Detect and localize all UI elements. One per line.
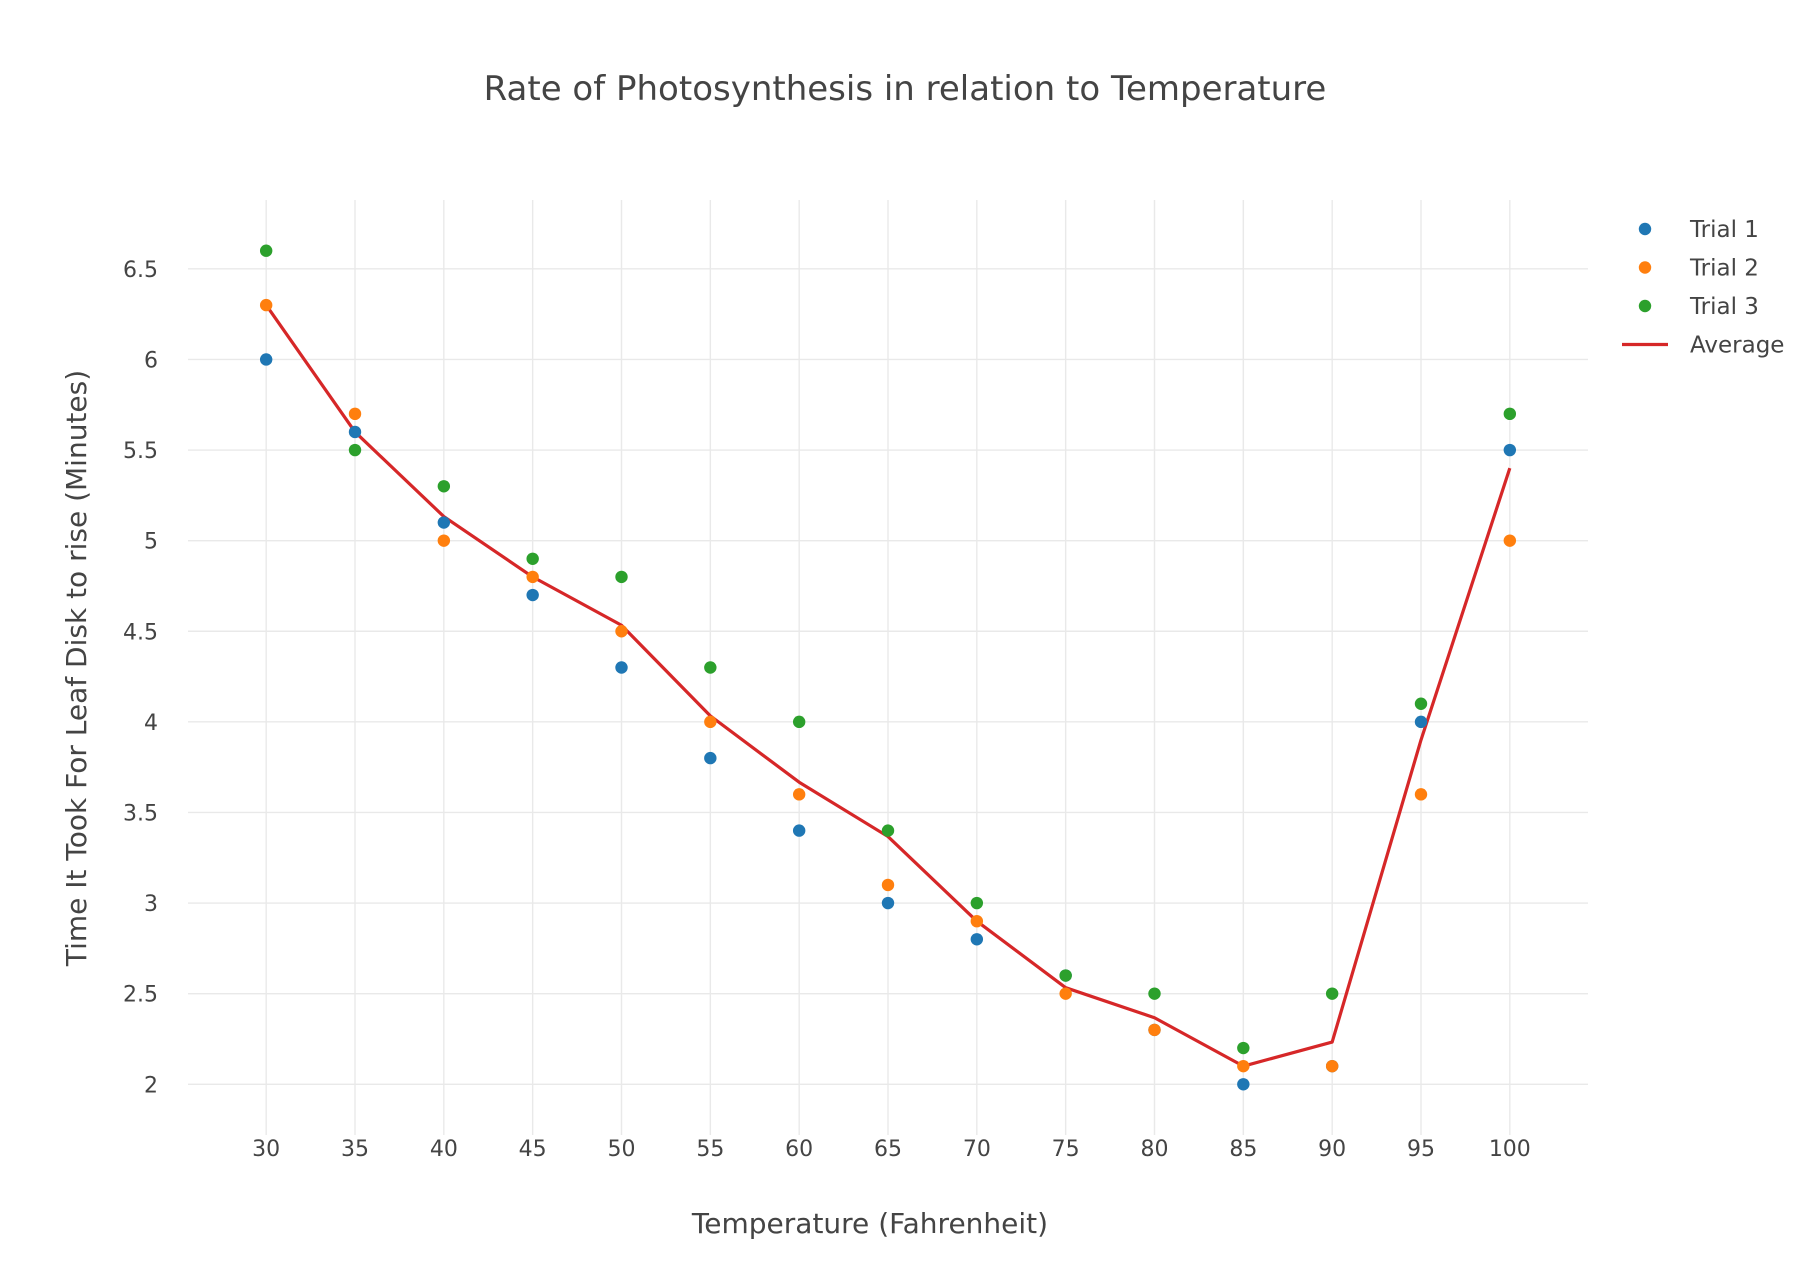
trial-1-point <box>792 824 806 837</box>
trial-3-point <box>1237 1041 1250 1055</box>
trial-2-point <box>970 914 984 928</box>
x-tick-label: 95 <box>1407 1137 1435 1162</box>
trial-2-point <box>1325 1059 1339 1073</box>
trial-3-point <box>792 715 806 729</box>
y-tick-label: 3.5 <box>123 801 158 826</box>
y-axis-title: Time It Took For Leaf Disk to rise (Minu… <box>60 370 93 967</box>
trial-3-point <box>1414 697 1428 710</box>
series-trial-3 <box>259 244 1517 1055</box>
trial-3-point <box>970 896 984 910</box>
legend-item-trial-2[interactable]: Trial 2 <box>1638 256 1759 282</box>
trial-2-point <box>1414 788 1428 801</box>
x-gridlines <box>265 200 1511 1135</box>
trial-3-point <box>1059 969 1072 982</box>
trial-2-point <box>1503 534 1517 547</box>
trial-3-point <box>526 552 539 565</box>
legend-label: Trial 3 <box>1689 294 1759 320</box>
legend-label: Trial 1 <box>1689 217 1759 243</box>
plot-area <box>259 244 1517 1091</box>
x-tick-label: 60 <box>785 1137 813 1162</box>
trial-2-point <box>1148 1023 1161 1037</box>
trial-1-point <box>259 353 273 366</box>
trial-3-point <box>437 480 451 493</box>
trial-1-point <box>348 425 362 439</box>
x-tick-label: 45 <box>519 1137 547 1162</box>
y-tick-label: 5.5 <box>123 439 158 464</box>
y-tick-labels: 2 2.5 3 3.5 4 4.5 5 5.5 6 6.5 <box>123 258 158 1098</box>
x-tick-labels: 30 35 40 45 50 55 60 65 70 75 80 85 90 95 100 <box>252 1137 1531 1162</box>
trial-2-point <box>792 788 806 801</box>
trial-1-point <box>615 661 628 674</box>
legend-label: Trial 2 <box>1689 256 1759 282</box>
trial-2-point <box>259 298 273 312</box>
x-tick-label: 75 <box>1052 1137 1080 1162</box>
x-tick-label: 85 <box>1229 1137 1257 1162</box>
legend-swatch <box>1638 261 1652 274</box>
legend-item-trial-3[interactable]: Trial 3 <box>1638 294 1759 320</box>
trial-1-point <box>881 896 895 910</box>
legend-swatch <box>1638 222 1652 236</box>
x-tick-label: 80 <box>1140 1137 1168 1162</box>
y-tick-label: 4.5 <box>123 620 158 645</box>
x-tick-label: 50 <box>608 1137 636 1162</box>
series-trial-2 <box>259 298 1517 1073</box>
legend-item-trial-1[interactable]: Trial 1 <box>1638 217 1759 243</box>
y-tick-label: 6 <box>144 348 158 373</box>
trial-2-point <box>1237 1059 1250 1073</box>
y-tick-label: 3 <box>144 892 158 917</box>
trial-2-point <box>437 534 451 547</box>
x-tick-label: 40 <box>430 1137 458 1162</box>
trial-3-point <box>259 244 273 257</box>
legend-item-average[interactable]: Average <box>1622 333 1784 359</box>
chart-title: Rate of Photosynthesis in relation to Te… <box>484 69 1327 109</box>
x-tick-label: 90 <box>1318 1137 1346 1162</box>
x-tick-label: 55 <box>696 1137 724 1162</box>
trial-2-point <box>704 715 717 729</box>
trial-1-point <box>970 933 984 946</box>
trial-3-point <box>704 661 717 674</box>
trial-3-point <box>881 824 895 837</box>
trial-3-point <box>1148 987 1161 1000</box>
y-tick-label: 4 <box>144 711 158 736</box>
trial-3-point <box>1325 987 1339 1000</box>
trial-2-point <box>526 570 539 584</box>
y-tick-label: 6.5 <box>123 258 158 283</box>
trial-3-point <box>615 570 628 584</box>
y-tick-label: 5 <box>144 530 158 555</box>
x-tick-label: 70 <box>963 1137 991 1162</box>
trial-2-point <box>615 625 628 638</box>
trial-3-point <box>1503 407 1517 421</box>
legend-label: Average <box>1690 333 1784 359</box>
trial-1-point <box>1237 1078 1250 1091</box>
x-tick-label: 100 <box>1489 1137 1531 1162</box>
legend[interactable]: Trial 1 Trial 2 Trial 3 Average <box>1622 217 1784 359</box>
y-tick-label: 2.5 <box>123 983 158 1008</box>
trial-1-point <box>1503 443 1517 457</box>
x-axis-title: Temperature (Fahrenheit) <box>691 1207 1048 1240</box>
x-tick-label: 30 <box>252 1137 280 1162</box>
trial-1-point <box>1414 715 1428 729</box>
x-tick-label: 65 <box>874 1137 902 1162</box>
trial-1-point <box>526 588 539 602</box>
trial-2-point <box>348 407 362 421</box>
legend-swatch <box>1638 299 1652 313</box>
trial-3-point <box>348 443 362 457</box>
trial-1-point <box>704 751 717 765</box>
trial-2-point <box>881 878 895 892</box>
y-tick-label: 2 <box>144 1073 158 1098</box>
trial-2-point <box>1059 987 1072 1000</box>
trial-1-point <box>437 516 451 529</box>
x-tick-label: 35 <box>341 1137 369 1162</box>
